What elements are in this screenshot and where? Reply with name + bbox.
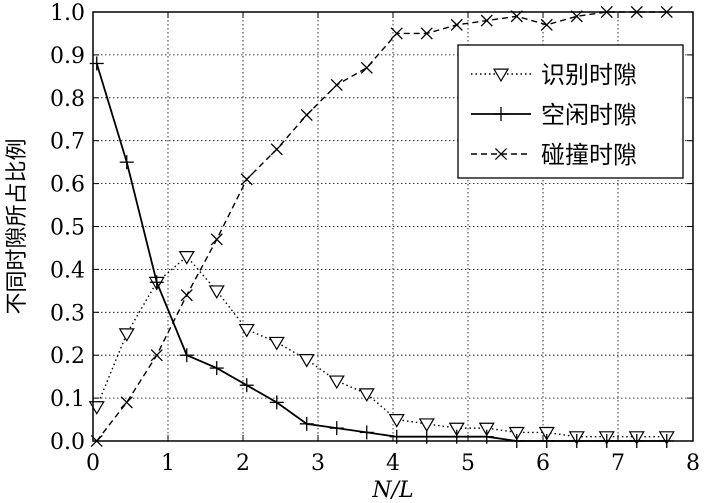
legend-label: 识别时隙 [541,61,637,89]
y-tick-label: 0.8 [50,87,85,112]
data-point [418,418,435,433]
data-point [119,155,134,170]
y-tick-label: 0.7 [50,130,85,155]
data-point [358,388,375,402]
data-point [209,361,224,376]
data-point [390,27,403,40]
series-3 [90,5,673,448]
data-point [448,422,465,437]
legend-label: 空闲时隙 [541,101,637,129]
legend-marker [494,107,508,121]
legend-label: 碰撞时隙 [541,141,637,169]
data-point [179,348,194,363]
y-axis-label: 不同时隙所占比例 [5,138,30,314]
data-point [300,108,313,122]
data-point [478,422,495,437]
y-tick-label: 0.6 [50,173,85,198]
data-point [540,18,553,31]
data-point [180,289,193,302]
series-line [96,255,667,438]
x-tick-label: 6 [536,451,550,476]
series-1 [88,251,675,445]
legend-marker [494,147,508,161]
data-point [118,328,135,342]
legend-box [457,44,684,179]
x-tick-label: 1 [161,451,175,476]
data-point [330,78,343,91]
y-tick-label: 0.1 [50,387,85,412]
data-point [238,323,255,338]
plot-frame [92,11,694,442]
y-tick-label: 0.5 [50,216,85,241]
x-tick-label: 3 [311,451,325,476]
data-point [450,18,463,31]
data-point [239,378,254,393]
data-point [268,336,285,351]
data-point [208,285,225,300]
data-point [269,395,284,410]
x-tick-label: 2 [236,451,250,476]
data-point [178,251,195,265]
legend-item: 空闲时隙 [471,101,637,129]
data-point [480,14,493,27]
x-tick-label: 0 [86,451,100,476]
y-tick-label: 0.2 [50,344,85,369]
y-tick-label: 1.0 [50,1,85,26]
y-tick-label: 0.4 [50,258,85,283]
data-point [88,401,105,415]
data-point [420,27,433,40]
data-point [298,353,315,368]
series-line [96,11,667,442]
data-point [149,275,164,290]
data-point [150,349,163,362]
data-point [508,426,525,441]
grid [92,11,694,442]
legend-item: 识别时隙 [471,61,637,89]
tick-labels: 0 1 2 3 4 5 6 7 8 0.0 0.1 0.2 0.3 0.4 0.5 0.6 0.7 0.8 0.9 1… [50,1,700,476]
legend-marker [492,68,510,83]
x-axis-label: N/L [371,478,413,503]
y-tick-label: 0.3 [50,301,85,326]
data-point [329,421,344,436]
data-point [360,61,373,74]
x-tick-label: 4 [386,451,400,476]
data-point [89,56,104,71]
data-point [359,425,374,440]
data-point [328,375,345,390]
x-tick-label: 5 [461,451,475,476]
data-point [210,233,223,246]
y-tick-label: 0.9 [50,44,85,69]
y-tick-label: 0.0 [50,430,85,455]
data-point [538,426,555,441]
data-point [240,173,253,186]
data-point [120,396,133,409]
data-point [388,414,405,428]
x-tick-label: 7 [611,451,625,476]
data-point [270,143,283,156]
data-point [299,416,314,431]
legend-item: 碰撞时隙 [471,141,637,169]
x-tick-label: 8 [686,451,700,476]
